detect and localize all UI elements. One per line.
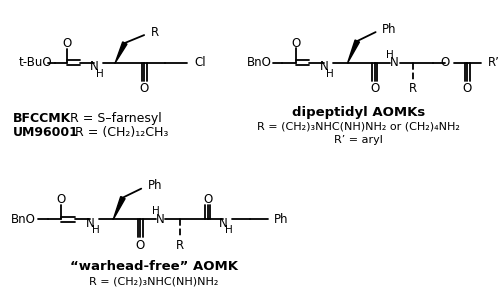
Text: H: H <box>225 225 233 235</box>
Text: H: H <box>152 207 160 217</box>
Text: N: N <box>390 56 399 69</box>
Text: BnO: BnO <box>11 213 36 226</box>
Text: R: R <box>151 26 159 39</box>
Text: BFCCMK: BFCCMK <box>13 112 71 125</box>
Text: N: N <box>86 217 94 230</box>
Text: H: H <box>326 69 334 79</box>
Text: O: O <box>136 239 145 252</box>
Text: Ph: Ph <box>148 179 162 192</box>
Text: UM96001: UM96001 <box>13 126 79 139</box>
Text: R = (CH₂)₃NHC(NH)NH₂: R = (CH₂)₃NHC(NH)NH₂ <box>89 277 218 287</box>
Text: O: O <box>203 193 212 206</box>
Text: t-BuO: t-BuO <box>18 56 52 69</box>
Text: R’: R’ <box>488 56 500 69</box>
Text: O: O <box>370 82 380 95</box>
Polygon shape <box>115 42 127 63</box>
Text: O: O <box>440 56 450 69</box>
Polygon shape <box>114 197 125 219</box>
Text: Ph: Ph <box>274 213 289 226</box>
Text: H: H <box>96 69 104 79</box>
Text: H: H <box>386 50 394 60</box>
Text: N: N <box>219 217 228 230</box>
Polygon shape <box>348 40 360 63</box>
Text: R: R <box>176 239 184 252</box>
Text: O: O <box>291 37 300 50</box>
Text: O: O <box>62 37 72 50</box>
Text: N: N <box>90 60 98 73</box>
Text: N: N <box>156 213 164 226</box>
Text: H: H <box>92 225 100 235</box>
Text: Ph: Ph <box>382 23 397 36</box>
Text: R = (CH₂)₁₂CH₃: R = (CH₂)₁₂CH₃ <box>71 126 168 139</box>
Text: N: N <box>320 60 329 73</box>
Text: R = (CH₂)₃NHC(NH)NH₂ or (CH₂)₄NH₂: R = (CH₂)₃NHC(NH)NH₂ or (CH₂)₄NH₂ <box>257 121 460 131</box>
Text: “warhead-free” AOMK: “warhead-free” AOMK <box>70 260 238 273</box>
Text: O: O <box>462 82 472 95</box>
Text: R: R <box>409 82 418 95</box>
Text: O: O <box>140 82 149 95</box>
Text: O: O <box>56 193 66 206</box>
Text: dipeptidyl AOMKs: dipeptidyl AOMKs <box>292 106 425 119</box>
Text: Cl: Cl <box>194 56 206 69</box>
Text: R’ = aryl: R’ = aryl <box>334 135 382 145</box>
Text: BnO: BnO <box>248 56 272 69</box>
Text: R = S–farnesyl: R = S–farnesyl <box>66 112 162 125</box>
